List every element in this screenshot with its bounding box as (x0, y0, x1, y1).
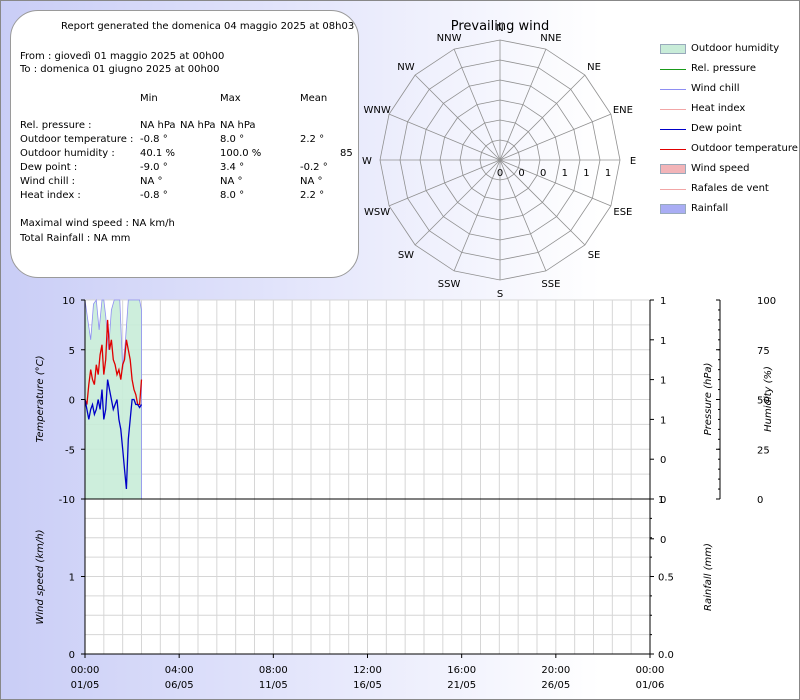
row-max: 100.0 % (220, 148, 262, 159)
row-label: Rel. pressure : (20, 120, 92, 131)
legend-label: Rel. pressure (691, 63, 756, 74)
legend-swatch (660, 189, 686, 190)
legend-label: Rainfall (691, 203, 729, 214)
row-label: Outdoor humidity : (20, 148, 115, 159)
total-rain-text: Total Rainfall : NA mm (20, 233, 131, 244)
row-min: 40.1 % (140, 148, 175, 159)
legend-swatch (660, 44, 686, 54)
row-mean: 2.2 ° (300, 134, 325, 145)
row-extra: NA hPa (180, 120, 216, 131)
legend-swatch (660, 109, 686, 110)
row-mean: NA ° (300, 176, 323, 187)
column-max-header: Max (220, 93, 241, 104)
legend-swatch (660, 89, 686, 90)
row-max: 8.0 ° (220, 190, 245, 201)
column-mean-header: Mean (300, 93, 328, 104)
legend-swatch (660, 204, 686, 214)
legend-swatch (660, 129, 686, 130)
row-max: NA hPa (220, 120, 256, 131)
legend-swatch (660, 69, 686, 70)
row-min: NA hPa (140, 120, 176, 131)
legend-swatch (660, 164, 686, 174)
row-min: -0.8 ° (140, 190, 168, 201)
legend-label: Dew point (691, 123, 742, 134)
max-wind-text: Maximal wind speed : NA km/h (20, 218, 175, 229)
row-mean: 2.2 ° (300, 190, 325, 201)
row-label: Outdoor temperature : (20, 134, 134, 145)
row-label: Heat index : (20, 190, 81, 201)
row-mean: 85 (340, 148, 353, 159)
legend-label: Rafales de vent (691, 183, 769, 194)
column-min-header: Min (140, 93, 158, 104)
row-mean: -0.2 ° (300, 162, 328, 173)
to-date-text: To : domenica 01 giugno 2025 at 00h00 (20, 64, 220, 75)
legend-label: Wind speed (691, 163, 750, 174)
legend-label: Heat index (691, 103, 746, 114)
report-generated-text: Report generated the domenica 04 maggio … (61, 21, 355, 32)
legend-swatch (660, 149, 686, 150)
row-max: NA ° (220, 176, 243, 187)
legend-label: Wind chill (691, 83, 740, 94)
legend-label: Outdoor humidity (691, 43, 780, 54)
row-max: 3.4 ° (220, 162, 245, 173)
row-label: Dew point : (20, 162, 78, 173)
legend-label: Outdoor temperature (691, 143, 798, 154)
from-date-text: From : giovedì 01 maggio 2025 at 00h00 (20, 51, 225, 62)
row-max: 8.0 ° (220, 134, 245, 145)
row-min: -9.0 ° (140, 162, 168, 173)
row-min: NA ° (140, 176, 163, 187)
row-label: Wind chill : (20, 176, 76, 187)
row-min: -0.8 ° (140, 134, 168, 145)
summary-panel: Report generated the domenica 04 maggio … (10, 10, 359, 278)
